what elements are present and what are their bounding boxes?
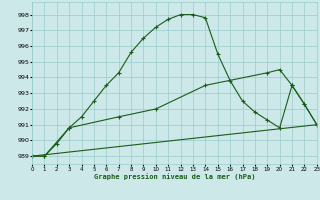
X-axis label: Graphe pression niveau de la mer (hPa): Graphe pression niveau de la mer (hPa)	[94, 173, 255, 180]
